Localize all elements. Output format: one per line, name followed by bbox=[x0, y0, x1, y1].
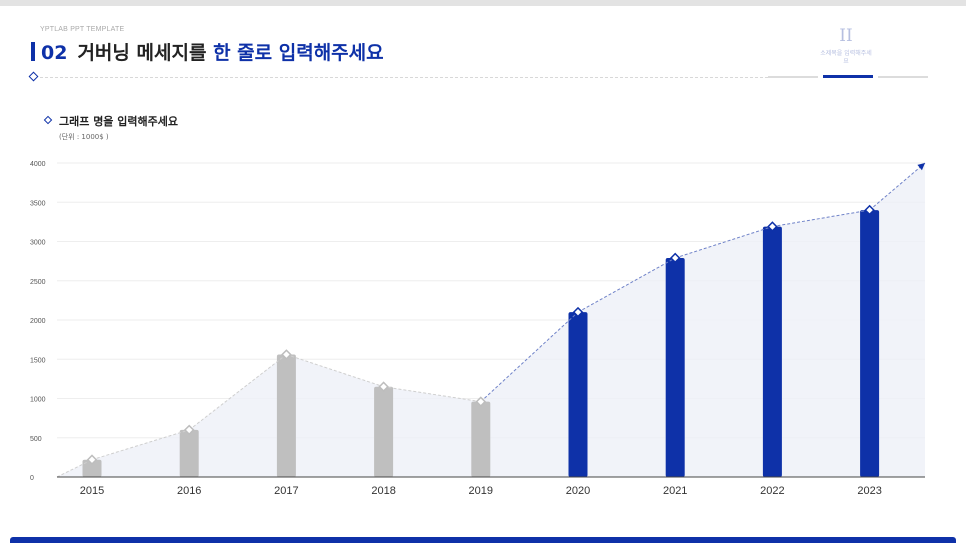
data-point-marker bbox=[864, 204, 875, 216]
trend-arrow-icon bbox=[917, 163, 925, 171]
trend-line-segment bbox=[383, 386, 481, 403]
graph-unit: (단위 : 1000$ ) bbox=[59, 133, 109, 141]
x-tick-label: 2022 bbox=[760, 485, 784, 497]
title-divider bbox=[40, 77, 768, 78]
y-tick-label: 4000 bbox=[30, 161, 46, 168]
data-point-marker bbox=[86, 454, 98, 466]
section-tab bbox=[878, 76, 928, 78]
graph-title: 그래프 명을 입력해주세요 bbox=[59, 115, 178, 128]
data-point-marker bbox=[281, 349, 292, 360]
y-tick-label: 2000 bbox=[30, 318, 46, 325]
x-tick-label: 2018 bbox=[371, 485, 395, 497]
trend-line-segment bbox=[675, 226, 773, 259]
x-tick-label: 2017 bbox=[274, 485, 298, 497]
data-point-marker bbox=[669, 252, 681, 264]
bar bbox=[82, 459, 102, 477]
graph-title-diamond-icon bbox=[43, 115, 53, 125]
title-main: 거버닝 메세지를 bbox=[77, 42, 207, 64]
bar-chart: 0 500 1000 1500 2000 2500 3000 3500 4000 2015 2016… bbox=[30, 161, 926, 497]
x-tick-label: 2023 bbox=[857, 485, 881, 497]
x-tick-label: 2016 bbox=[177, 485, 201, 497]
data-point-marker bbox=[572, 306, 584, 318]
bottom-band bbox=[10, 537, 956, 543]
y-tick-label: 1000 bbox=[30, 397, 46, 404]
x-tick-label: 2015 bbox=[80, 485, 104, 497]
trend-line-segment bbox=[188, 354, 287, 431]
bar bbox=[276, 354, 296, 477]
section-label: 소제목을 입력해주세요 bbox=[820, 50, 872, 65]
bar bbox=[471, 401, 491, 477]
y-tick-label: 3000 bbox=[30, 240, 46, 247]
bar bbox=[665, 257, 685, 477]
trend-line-segment bbox=[286, 354, 384, 388]
title-highlight: 한 줄로 입력해주세요 bbox=[213, 42, 384, 64]
data-point-marker bbox=[378, 381, 389, 393]
trend-line-segment bbox=[56, 459, 93, 478]
trend-line-segment bbox=[91, 429, 190, 461]
data-point-marker bbox=[767, 221, 778, 232]
title-number: 02 bbox=[41, 42, 68, 64]
title-accent-bar bbox=[31, 42, 35, 61]
trend-line-segment bbox=[772, 209, 870, 228]
data-point-marker bbox=[475, 396, 487, 407]
bar bbox=[179, 429, 199, 477]
x-tick-label: 2019 bbox=[469, 485, 493, 497]
trend-line-segment bbox=[869, 162, 926, 211]
title-diamond-icon bbox=[28, 71, 39, 82]
y-tick-label: 500 bbox=[30, 436, 42, 443]
bar bbox=[374, 386, 394, 477]
trend-line-segment bbox=[577, 257, 676, 313]
y-tick-label: 1500 bbox=[30, 357, 46, 364]
x-tick-label: 2020 bbox=[566, 485, 590, 497]
section-number: II bbox=[839, 26, 853, 46]
y-tick-label: 0 bbox=[30, 475, 34, 482]
bar bbox=[762, 226, 782, 477]
bar bbox=[568, 312, 588, 477]
trend-area bbox=[57, 163, 925, 477]
x-tick-label: 2021 bbox=[663, 485, 687, 497]
page-title: 02 거버닝 메세지를 한 줄로 입력해주세요 bbox=[41, 38, 384, 65]
y-tick-label: 2500 bbox=[30, 279, 46, 286]
y-tick-label: 3500 bbox=[30, 200, 46, 207]
bar bbox=[860, 210, 880, 477]
section-tab bbox=[768, 76, 818, 78]
brand-label: YPTLAB PPT TEMPLATE bbox=[40, 26, 125, 33]
trend-line-segment bbox=[480, 311, 579, 403]
section-tab-active bbox=[823, 75, 873, 78]
top-band bbox=[0, 0, 966, 6]
data-point-marker bbox=[183, 424, 195, 436]
